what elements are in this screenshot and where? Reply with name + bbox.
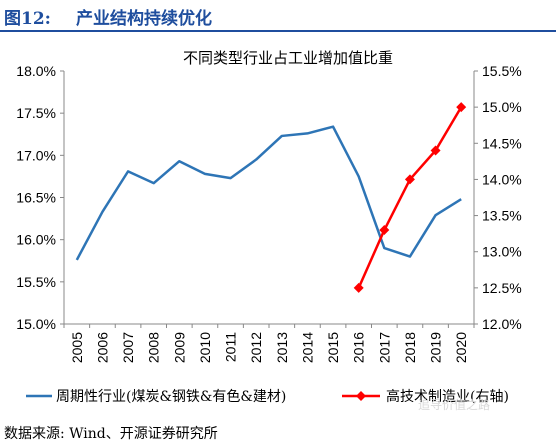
x-tick-label: 2011 — [223, 332, 239, 362]
right-tick-label: 12.0% — [482, 316, 522, 332]
data-point — [430, 145, 441, 156]
x-tick-label: 2020 — [453, 332, 469, 363]
series-line-1 — [75, 125, 462, 261]
source-note: 数据来源: Wind、开源证券研究所 — [4, 426, 218, 442]
figure-label: 图12: — [4, 9, 51, 29]
x-tick-label: 2007 — [120, 332, 136, 363]
data-point — [456, 102, 467, 113]
figure-title: 产业结构持续优化 — [76, 9, 212, 29]
left-tick-label: 15.0% — [16, 316, 56, 332]
chart-title: 不同类型行业占工业增加值比重 — [183, 49, 393, 67]
x-tick-label: 2016 — [351, 332, 367, 363]
watermark: 追寻价值之路 — [418, 398, 491, 412]
x-tick-label: 2009 — [171, 332, 187, 363]
legend: 周期性行业(煤炭&钢铁&有色&建材) 高技术制造业(右轴) — [26, 388, 509, 405]
x-tick-label: 2012 — [248, 332, 264, 363]
legend-label-1: 周期性行业(煤炭&钢铁&有色&建材) — [56, 388, 286, 405]
left-tick-label: 16.0% — [16, 232, 56, 248]
x-tick-label: 2010 — [197, 332, 213, 363]
right-tick-label: 14.5% — [482, 135, 522, 151]
x-tick-label: 2015 — [325, 332, 341, 363]
chart: 不同类型行业占工业增加值比重 15.0% 15.5% 16.0% 16.5% 17.0%… — [16, 49, 521, 405]
x-tick-label: 2013 — [274, 332, 290, 363]
axes: 15.0% 15.5% 16.0% 16.5% 17.0% 17.5% 18.0% 12.0%… — [16, 63, 521, 363]
series-layer — [75, 102, 467, 293]
right-tick-label: 15.0% — [482, 99, 522, 115]
data-point — [404, 174, 415, 185]
right-tick-label: 13.0% — [482, 244, 522, 260]
left-tick-label: 16.5% — [16, 190, 56, 206]
right-tick-label: 13.5% — [482, 208, 522, 224]
left-tick-label: 17.0% — [16, 147, 56, 163]
figure-header: 图12: 产业结构持续优化 — [0, 0, 556, 32]
x-tick-label: 2006 — [94, 332, 110, 363]
x-tick-label: 2005 — [69, 332, 85, 363]
left-tick-label: 17.5% — [16, 105, 56, 121]
x-tick-label: 2019 — [428, 332, 444, 363]
data-point — [353, 282, 364, 293]
legend-marker-2 — [356, 391, 366, 401]
series-line-2 — [357, 106, 463, 289]
left-tick-label: 15.5% — [16, 274, 56, 290]
legend-label-2: 高技术制造业(右轴) — [386, 388, 509, 405]
x-tick-label: 2008 — [146, 332, 162, 363]
x-tick-label: 2018 — [402, 332, 418, 363]
left-tick-label: 18.0% — [16, 63, 56, 79]
right-tick-label: 12.5% — [482, 280, 522, 296]
x-tick-label: 2014 — [299, 332, 315, 363]
x-tick-label: 2017 — [376, 332, 392, 363]
right-tick-label: 15.5% — [482, 63, 522, 79]
right-tick-label: 14.0% — [482, 171, 522, 187]
data-point — [379, 225, 390, 236]
